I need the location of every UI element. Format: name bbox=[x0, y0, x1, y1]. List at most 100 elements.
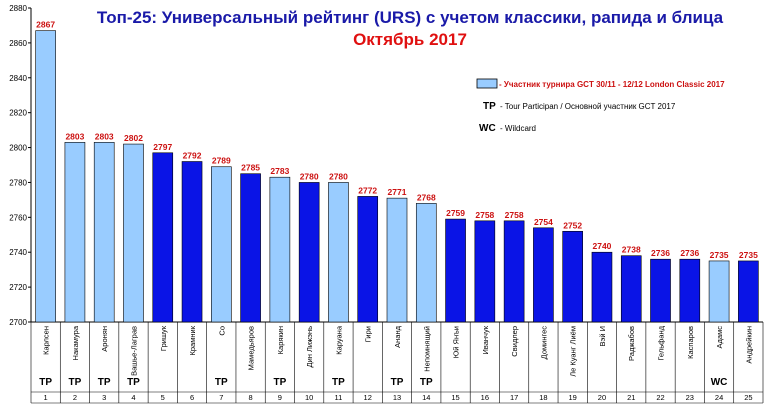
value-label: 2768 bbox=[417, 192, 436, 202]
bar bbox=[386, 197, 408, 323]
bars-group bbox=[35, 30, 759, 323]
value-label: 2789 bbox=[212, 156, 231, 166]
rank-label: 11 bbox=[335, 393, 343, 402]
value-label: 2780 bbox=[329, 171, 348, 181]
y-tick-label: 2860 bbox=[9, 39, 27, 48]
player-name: Свидлер bbox=[510, 326, 519, 357]
legend-wc-label: - Wildcard bbox=[500, 124, 536, 133]
bar bbox=[562, 230, 583, 323]
value-label: 2780 bbox=[300, 171, 319, 181]
rank-label: 18 bbox=[539, 393, 547, 402]
y-tick-label: 2800 bbox=[9, 144, 27, 153]
player-tag: TP bbox=[127, 377, 140, 388]
rank-label: 6 bbox=[190, 393, 194, 402]
y-tick-label: 2780 bbox=[9, 178, 27, 187]
bar bbox=[152, 152, 174, 323]
player-name: Гири bbox=[364, 326, 373, 342]
value-label: 2772 bbox=[358, 185, 377, 195]
player-name: Вэй И bbox=[598, 326, 607, 347]
rank-label: 23 bbox=[686, 393, 694, 402]
rank-label: 2 bbox=[73, 393, 77, 402]
bar bbox=[415, 203, 437, 323]
rank-label: 15 bbox=[451, 393, 459, 402]
player-name: Мамедьяров bbox=[247, 326, 256, 370]
player-tag: TP bbox=[332, 377, 345, 388]
bar bbox=[738, 260, 759, 323]
rank-label: 17 bbox=[510, 393, 518, 402]
player-name: Вашье-Лаграв bbox=[129, 326, 138, 376]
value-label: 2803 bbox=[95, 131, 114, 141]
rank-label: 21 bbox=[627, 393, 635, 402]
y-tick-label: 2720 bbox=[9, 283, 27, 292]
value-label: 2740 bbox=[592, 241, 611, 251]
value-label: 2752 bbox=[563, 220, 582, 230]
value-label: 2738 bbox=[622, 245, 641, 255]
player-tag: TP bbox=[215, 377, 228, 388]
bar bbox=[64, 142, 86, 323]
value-label: 2759 bbox=[446, 208, 465, 218]
bar bbox=[211, 166, 232, 323]
chart-subtitle: Октябрь 2017 bbox=[353, 30, 467, 49]
player-name: Гельфанд bbox=[657, 325, 666, 360]
bar bbox=[181, 161, 203, 323]
value-label: 2785 bbox=[241, 163, 260, 173]
value-label: 2736 bbox=[651, 248, 670, 258]
player-tag: TP bbox=[39, 377, 52, 388]
rank-label: 25 bbox=[744, 393, 752, 402]
player-name: Гришук bbox=[159, 325, 168, 351]
y-tick-label: 2840 bbox=[9, 74, 27, 83]
bar bbox=[679, 258, 701, 323]
player-name: Дин Лижэнь bbox=[305, 326, 314, 368]
bar bbox=[240, 173, 261, 323]
rank-label: 16 bbox=[481, 393, 489, 402]
player-name: Ле Куанг Лиём bbox=[569, 326, 578, 377]
player-name: Аронян bbox=[100, 326, 109, 352]
player-tag: WC bbox=[711, 377, 728, 388]
rank-label: 20 bbox=[598, 393, 606, 402]
player-name: Накамура bbox=[71, 325, 80, 360]
player-tag: TP bbox=[391, 377, 404, 388]
player-tag: TP bbox=[273, 377, 286, 388]
bar bbox=[328, 182, 349, 323]
y-tick-label: 2820 bbox=[9, 109, 27, 118]
value-label: 2771 bbox=[388, 187, 407, 197]
player-name: Каруана bbox=[334, 325, 343, 355]
bar bbox=[708, 260, 730, 323]
labels-group: 2867 Карлсен TP 1 2803 Накамура TP 2 2803 Аронян T… bbox=[36, 20, 758, 402]
player-name: Юй Янъи bbox=[452, 326, 461, 358]
bar bbox=[620, 255, 642, 323]
player-name: Раджабов bbox=[627, 326, 636, 361]
player-name: Карякин bbox=[276, 326, 285, 354]
value-label: 2797 bbox=[153, 142, 172, 152]
value-label: 2803 bbox=[65, 131, 84, 141]
rank-label: 13 bbox=[393, 393, 401, 402]
bar bbox=[357, 196, 379, 323]
legend-tp-key: TP bbox=[483, 101, 496, 112]
player-tag: TP bbox=[98, 377, 111, 388]
legend-tp-label: - Tour Participan / Основной участник GC… bbox=[500, 102, 676, 111]
bar bbox=[298, 182, 320, 323]
chart-title: Топ-25: Универсальный рейтинг (URS) с уч… bbox=[97, 8, 724, 27]
player-name: Домингес bbox=[539, 326, 548, 360]
rank-label: 12 bbox=[364, 393, 372, 402]
rank-label: 4 bbox=[131, 393, 135, 402]
rank-label: 14 bbox=[422, 393, 430, 402]
y-tick-label: 2880 bbox=[9, 4, 27, 13]
rank-label: 9 bbox=[278, 393, 282, 402]
bar bbox=[445, 218, 466, 323]
player-name: Со bbox=[217, 326, 226, 336]
rank-label: 8 bbox=[249, 393, 253, 402]
legend-swatch-label: - Участник турнира GCT 30/11 - 12/12 Lon… bbox=[499, 80, 725, 89]
value-label: 2736 bbox=[680, 248, 699, 258]
player-name: Карлсен bbox=[42, 326, 51, 355]
legend: - Участник турнира GCT 30/11 - 12/12 Lon… bbox=[476, 78, 725, 134]
player-name: Иванчук bbox=[481, 325, 490, 354]
legend-wc-key: WC bbox=[479, 123, 496, 134]
player-name: Ананд bbox=[393, 325, 402, 347]
rank-label: 5 bbox=[161, 393, 165, 402]
value-label: 2867 bbox=[36, 20, 55, 30]
value-label: 2754 bbox=[534, 217, 553, 227]
player-tag: TP bbox=[69, 377, 82, 388]
